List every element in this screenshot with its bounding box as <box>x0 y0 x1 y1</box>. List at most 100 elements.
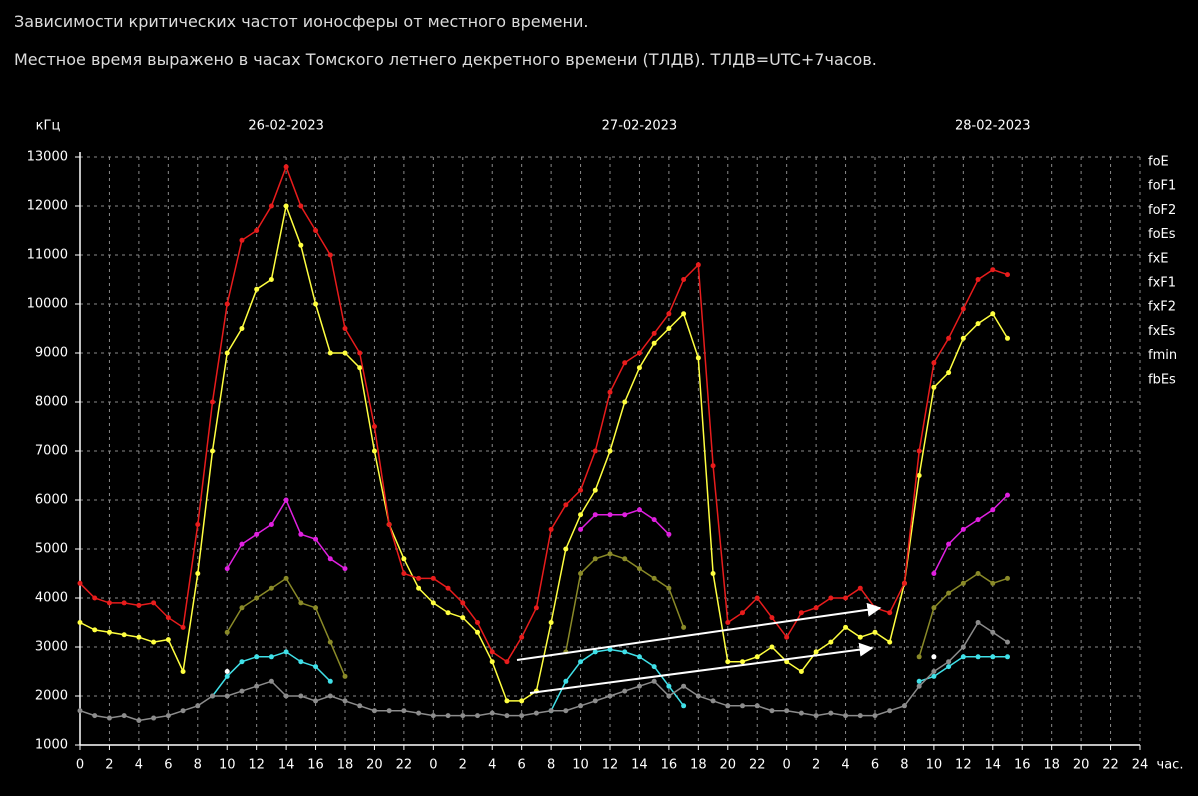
data-point <box>254 654 260 660</box>
data-point <box>416 585 422 591</box>
data-point <box>327 350 333 356</box>
y-tick-label: 4000 <box>35 591 68 606</box>
data-point <box>636 566 642 572</box>
data-point <box>960 654 966 660</box>
series-line <box>79 621 1008 722</box>
data-point <box>548 526 554 532</box>
data-point <box>268 654 274 660</box>
data-point <box>239 326 245 331</box>
data-point <box>1005 335 1010 341</box>
data-point <box>990 267 996 273</box>
data-point <box>224 673 230 679</box>
data-point <box>607 512 613 518</box>
legend-label: fxE <box>1148 251 1168 266</box>
y-axis-unit: кГц <box>36 119 61 134</box>
data-point <box>990 580 996 586</box>
data-point <box>239 541 245 547</box>
data-point <box>916 654 922 660</box>
y-tick-label: 9000 <box>35 346 68 361</box>
data-point <box>740 610 745 616</box>
data-point <box>813 713 819 719</box>
data-point <box>313 228 319 233</box>
data-point <box>990 311 996 317</box>
data-point <box>106 715 112 721</box>
data-point <box>725 703 731 709</box>
data-point <box>342 350 348 356</box>
data-point <box>681 703 687 709</box>
data-point <box>239 688 245 694</box>
data-point <box>151 600 157 606</box>
data-point <box>430 713 436 719</box>
data-point <box>695 355 701 361</box>
data-point <box>136 718 142 723</box>
data-point <box>254 228 260 233</box>
data-point <box>887 639 893 645</box>
y-tick-label: 12000 <box>27 199 68 214</box>
data-point <box>975 277 981 282</box>
x-tick-label: 12 <box>248 758 265 773</box>
x-tick-label: 22 <box>749 758 766 773</box>
y-tick-label: 10000 <box>27 297 68 312</box>
x-tick-label: 2 <box>459 758 467 773</box>
data-point <box>681 624 687 630</box>
data-point <box>357 365 363 371</box>
data-point <box>622 649 628 655</box>
y-tick-label: 11000 <box>27 248 68 263</box>
data-point <box>327 693 333 699</box>
data-point <box>578 526 584 532</box>
data-point <box>740 703 745 709</box>
x-tick-label: 2 <box>105 758 113 773</box>
x-tick-label: 18 <box>337 758 354 773</box>
data-point <box>313 536 319 542</box>
data-point <box>578 659 584 665</box>
data-point <box>946 664 952 670</box>
data-point <box>489 659 495 665</box>
legend-label: fxEs <box>1148 324 1175 339</box>
x-tick-label: 0 <box>76 758 84 773</box>
data-point <box>681 277 687 282</box>
data-point <box>916 473 922 478</box>
data-point <box>798 610 804 616</box>
x-tick-label: 20 <box>1073 758 1090 773</box>
data-point <box>180 624 186 630</box>
data-point <box>371 708 377 714</box>
data-point <box>121 632 127 638</box>
legend-label: fxF1 <box>1148 276 1176 291</box>
data-point <box>268 203 274 209</box>
data-point <box>548 708 554 714</box>
data-point <box>224 669 230 674</box>
series-line <box>79 203 1009 702</box>
data-point <box>283 497 289 503</box>
data-point <box>592 649 598 655</box>
data-point <box>916 448 922 454</box>
data-point <box>283 649 289 655</box>
legend-label: foF1 <box>1148 179 1176 194</box>
data-point <box>430 575 436 581</box>
y-tick-label: 2000 <box>35 689 68 704</box>
x-tick-label: 24 <box>1132 758 1149 773</box>
data-point <box>960 306 966 312</box>
x-tick-label: 10 <box>219 758 236 773</box>
data-point <box>1005 639 1010 645</box>
data-point <box>268 522 274 527</box>
data-point <box>828 639 834 645</box>
data-point <box>519 698 525 704</box>
day-label: 28-02-2023 <box>955 119 1031 134</box>
data-point <box>651 340 657 346</box>
data-point <box>578 512 584 518</box>
data-point <box>136 634 142 640</box>
data-point <box>416 575 422 581</box>
data-point <box>636 350 642 356</box>
data-point <box>313 698 319 704</box>
data-point <box>121 600 127 606</box>
data-point <box>268 678 274 684</box>
x-tick-label: 4 <box>135 758 143 773</box>
data-point <box>931 673 937 679</box>
data-point <box>268 585 274 591</box>
data-point <box>342 698 348 704</box>
x-tick-label: 22 <box>396 758 413 773</box>
data-point <box>813 649 819 655</box>
data-point <box>313 605 319 611</box>
data-point <box>622 688 628 694</box>
data-point <box>563 546 569 552</box>
